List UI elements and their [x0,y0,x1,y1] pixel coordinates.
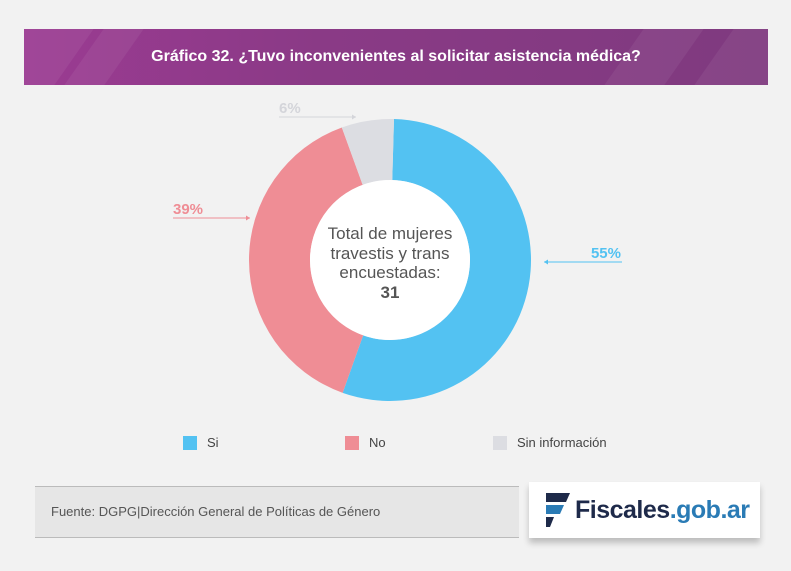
center-total: 31 [380,282,400,302]
fiscales-logo-icon [546,493,570,527]
donut-slice-no [249,127,364,393]
data-label-no: 39% [173,201,203,218]
callout-arrow-no [246,215,250,221]
source-text: Fuente: DGPG|Dirección General de Políti… [51,504,381,519]
center-line-3: encuestadas: [339,263,441,282]
legend-swatch-no [345,436,359,450]
callout-arrow-si [544,259,548,265]
source-box: Fuente: DGPG|Dirección General de Políti… [35,486,519,538]
legend-label-no: No [369,435,386,450]
logo-text: Fiscales.gob.ar [575,482,750,538]
legend-swatch-si [183,436,197,450]
chart-title: Gráfico 32. ¿Tuvo inconvenientes al soli… [151,48,641,65]
callout-arrow-sin-informacion [352,114,356,120]
center-line-1: Total de mujeres [327,224,453,243]
center-line-2: travestis y trans [330,243,450,263]
logo-name: Fiscales [575,496,670,524]
logo: Fiscales.gob.ar [529,482,760,538]
donut-slice-sin-informacion [341,118,394,185]
logo-domain: .gob.ar [669,496,750,524]
donut-slice-si [342,119,532,401]
data-label-si: 55% [591,245,621,262]
title-bar: Gráfico 32. ¿Tuvo inconvenientes al soli… [24,29,768,85]
donut-center-label: Total de mujeres travestis y trans encue… [310,224,470,302]
legend-label-sin-informacion: Sin información [517,435,607,450]
legend-swatch-sin-informacion [493,436,507,450]
data-label-sin-informacion: 6% [279,100,301,117]
donut-hole [310,180,470,340]
legend-label-si: Si [207,435,219,450]
